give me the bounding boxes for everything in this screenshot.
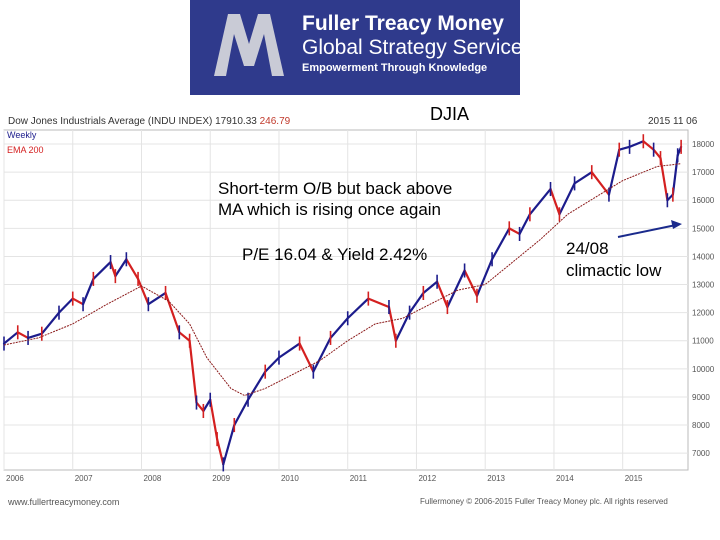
price-segment bbox=[202, 398, 212, 413]
y-tick-label: 16000 bbox=[692, 196, 715, 205]
x-tick-label: 2011 bbox=[350, 474, 368, 483]
low-description-label: climactic low bbox=[566, 261, 662, 280]
price-segment bbox=[329, 317, 349, 340]
price-segment bbox=[40, 311, 61, 335]
brand-banner: Fuller Treacy Money Global Strategy Serv… bbox=[190, 0, 523, 95]
low-date-label: 24/08 bbox=[566, 239, 609, 258]
djia-label: DJIA bbox=[430, 104, 470, 124]
footer-website: www.fullertreacymoney.com bbox=[8, 497, 120, 507]
price-segment bbox=[264, 356, 281, 373]
x-tick-label: 2012 bbox=[418, 474, 436, 483]
price-segment bbox=[2, 331, 19, 345]
brand-subtitle: Global Strategy Service bbox=[302, 36, 523, 59]
comment-line-2: MA which is rising once again bbox=[218, 200, 442, 219]
price-segment bbox=[216, 437, 225, 466]
price-segment bbox=[652, 148, 662, 160]
price-segment bbox=[659, 156, 669, 202]
price-segment bbox=[57, 297, 74, 314]
x-tick-label: 2015 bbox=[625, 474, 643, 483]
price-segment bbox=[298, 342, 315, 373]
price-segment bbox=[628, 140, 645, 148]
y-tick-label: 18000 bbox=[692, 140, 715, 149]
footer-copyright: Fullermoney © 2006-2015 Fuller Treacy Mo… bbox=[420, 497, 668, 506]
price-segment bbox=[422, 280, 439, 295]
price-segment bbox=[518, 213, 531, 236]
price-segment bbox=[666, 193, 674, 202]
price-segment bbox=[26, 332, 43, 340]
chart-title-text: Dow Jones Industrials Average (INDU INDE… bbox=[8, 116, 257, 127]
ema-200-line bbox=[3, 163, 682, 397]
price-segment bbox=[188, 339, 198, 404]
price-segment bbox=[178, 331, 191, 342]
price-segment bbox=[528, 187, 552, 216]
price-segment bbox=[195, 401, 205, 413]
pe-yield-label: P/E 16.04 & Yield 2.42% bbox=[242, 245, 428, 264]
annotation-arrow bbox=[617, 224, 677, 238]
chart-date: 2015 11 06 bbox=[648, 116, 698, 127]
price-segment bbox=[222, 423, 236, 466]
x-tick-label: 2006 bbox=[6, 474, 24, 483]
price-segment bbox=[92, 260, 112, 281]
price-segment bbox=[558, 182, 576, 216]
price-segment bbox=[16, 331, 30, 340]
x-tick-label: 2007 bbox=[75, 474, 93, 483]
brand-tagline: Empowerment Through Knowledge bbox=[302, 62, 488, 74]
y-tick-label: 7000 bbox=[692, 449, 710, 458]
price-segment bbox=[618, 145, 631, 151]
price-segment bbox=[642, 140, 655, 151]
price-segment bbox=[164, 291, 181, 334]
x-tick-label: 2014 bbox=[556, 474, 574, 483]
price-segment bbox=[475, 258, 494, 297]
x-tick-label: 2013 bbox=[487, 474, 505, 483]
legend-ema: EMA 200 bbox=[7, 145, 44, 155]
price-segment bbox=[147, 291, 167, 306]
price-segment bbox=[346, 297, 370, 320]
price-segment bbox=[114, 258, 128, 278]
price-segment bbox=[590, 171, 611, 196]
x-tick-label: 2009 bbox=[212, 474, 230, 483]
price-segment bbox=[573, 171, 593, 185]
price-segment bbox=[463, 269, 479, 297]
fuller-treacy-logo-icon bbox=[214, 14, 284, 76]
y-tick-label: 10000 bbox=[692, 365, 715, 374]
y-tick-label: 9000 bbox=[692, 393, 710, 402]
price-segment bbox=[367, 297, 391, 309]
price-segment bbox=[607, 148, 621, 196]
y-tick-label: 14000 bbox=[692, 252, 715, 261]
y-tick-label: 13000 bbox=[692, 281, 715, 290]
chart-title: Dow Jones Industrials Average (INDU INDE… bbox=[8, 116, 290, 127]
annotation-arrowhead-icon bbox=[671, 220, 682, 229]
price-segment bbox=[125, 258, 140, 281]
x-tick-label: 2010 bbox=[281, 474, 299, 483]
y-tick-label: 8000 bbox=[692, 421, 710, 430]
price-segment bbox=[81, 277, 95, 306]
price-segment bbox=[387, 305, 397, 342]
price-segment bbox=[71, 297, 85, 306]
price-segment bbox=[209, 398, 219, 441]
price-segment bbox=[394, 311, 411, 342]
price-segment bbox=[446, 269, 466, 309]
brand-name: Fuller Treacy Money bbox=[302, 12, 504, 35]
price-segment bbox=[408, 291, 425, 314]
comment-line-1: Short-term O/B but back above bbox=[218, 179, 453, 198]
x-tick-label: 2008 bbox=[143, 474, 161, 483]
price-segment bbox=[312, 336, 332, 373]
price-segment bbox=[136, 277, 150, 306]
price-segment bbox=[490, 227, 511, 261]
legend-weekly: Weekly bbox=[7, 130, 37, 140]
price-segment bbox=[435, 280, 449, 309]
price-segment bbox=[671, 154, 679, 196]
price-segment bbox=[246, 370, 267, 401]
price-segment bbox=[549, 187, 561, 216]
y-tick-label: 15000 bbox=[692, 224, 715, 233]
price-segment bbox=[508, 227, 521, 236]
price-segment bbox=[277, 342, 301, 359]
price-segment bbox=[233, 398, 250, 427]
chart-change: 246.79 bbox=[259, 116, 291, 127]
y-tick-label: 11000 bbox=[692, 337, 714, 346]
price-segment bbox=[109, 260, 117, 278]
y-tick-label: 12000 bbox=[692, 309, 715, 318]
y-tick-label: 17000 bbox=[692, 168, 715, 177]
